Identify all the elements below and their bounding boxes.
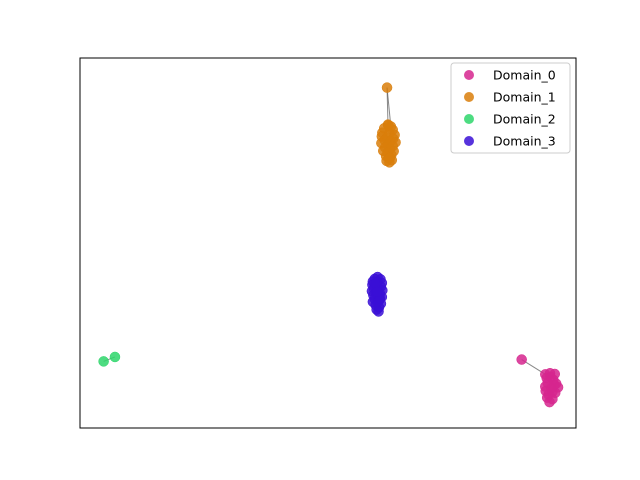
data-point — [109, 351, 121, 363]
series-domain-3 — [366, 271, 388, 317]
legend-label: Domain_0 — [493, 68, 556, 83]
data-point — [544, 396, 555, 408]
data-point — [383, 120, 394, 131]
legend-label: Domain_3 — [493, 134, 556, 149]
data-point — [373, 306, 384, 317]
legend-label: Domain_2 — [493, 112, 556, 127]
data-point — [98, 356, 109, 367]
legend-item-domain-0: Domain_0 — [464, 68, 556, 83]
series-domain-2 — [98, 351, 121, 367]
legend: Domain_0 Domain_1 Domain_2 Domain_3 — [450, 62, 571, 154]
legend-marker — [464, 136, 474, 146]
series-domain-1 — [376, 82, 401, 168]
legend-item-domain-1: Domain_1 — [464, 90, 556, 105]
legend-marker — [464, 70, 474, 80]
legend-items: Domain_0 Domain_1 Domain_2 Domain_3 — [464, 68, 556, 149]
data-point — [371, 286, 383, 298]
series-domain-0 — [516, 354, 564, 408]
data-point — [516, 354, 527, 365]
legend-box — [450, 62, 571, 154]
points-layer — [98, 82, 564, 408]
legend-item-domain-2: Domain_2 — [464, 112, 556, 127]
data-point — [381, 82, 393, 93]
data-point — [384, 152, 396, 164]
legend-marker — [464, 92, 474, 102]
legend-label: Domain_1 — [493, 90, 556, 105]
data-point — [545, 371, 556, 383]
legend-marker — [464, 114, 474, 124]
legend-item-domain-3: Domain_3 — [464, 134, 556, 149]
plot-frame — [79, 57, 577, 429]
data-point — [540, 385, 552, 397]
